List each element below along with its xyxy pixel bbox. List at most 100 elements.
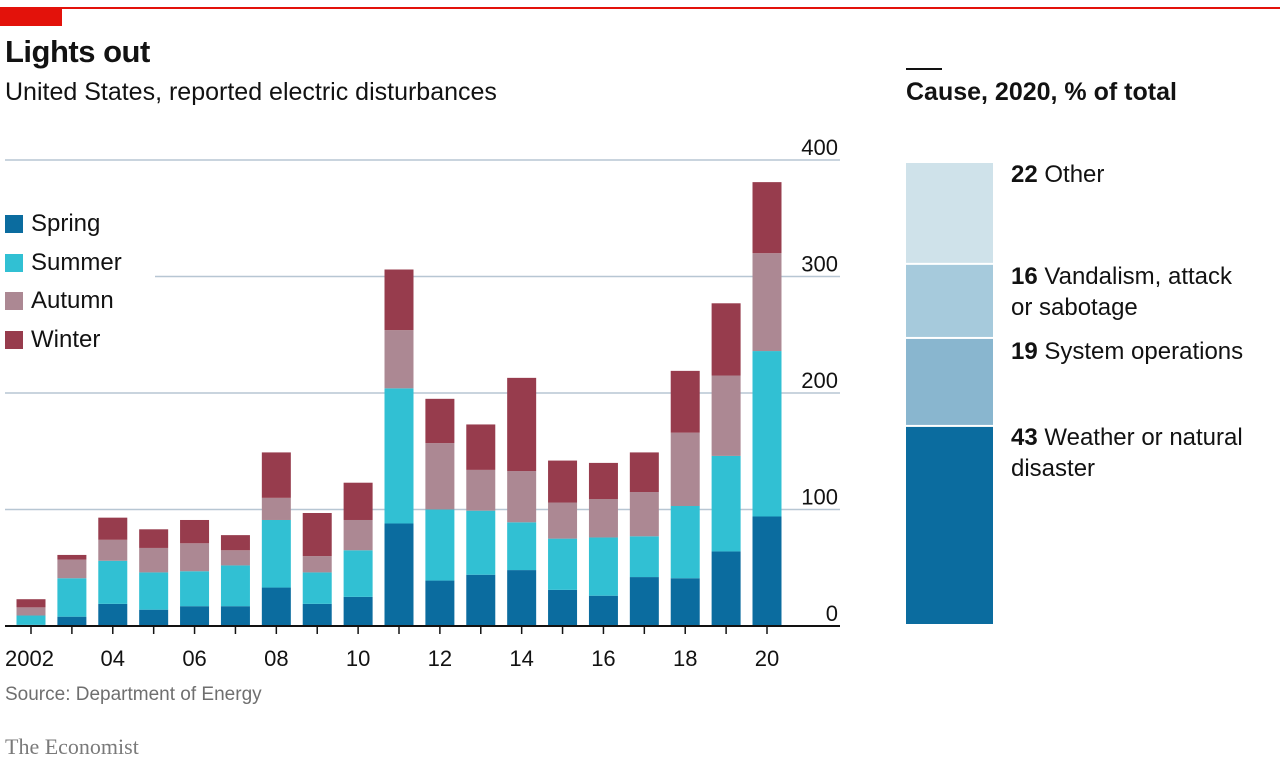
bar-segment-autumn-2007 bbox=[220, 550, 250, 566]
bar-segment-autumn-2010 bbox=[343, 519, 373, 551]
cause-label-vandalism: 16 Vandalism, attack or sabotage bbox=[1011, 261, 1241, 323]
cause-name: System operations bbox=[1044, 338, 1244, 365]
legend-label: Autumn bbox=[31, 287, 114, 315]
legend-label: Summer bbox=[31, 248, 122, 276]
bar-segment-autumn-2008 bbox=[261, 497, 291, 520]
cause-panel-title: Cause, 2020, % of total bbox=[906, 78, 1177, 106]
cause-value: 19 bbox=[1011, 338, 1038, 365]
legend-swatch-summer bbox=[5, 253, 23, 272]
bar-segment-summer-2018 bbox=[670, 506, 700, 579]
bar-segment-spring-2015 bbox=[548, 589, 578, 626]
legend-label: Spring bbox=[31, 210, 101, 238]
cause-name: Other bbox=[1044, 161, 1105, 188]
bar-segment-summer-2003 bbox=[57, 578, 87, 617]
legend: Spring Summer Autumn Winter bbox=[5, 205, 122, 359]
bar-segment-autumn-2014 bbox=[507, 471, 537, 523]
bar-segment-summer-2015 bbox=[548, 538, 578, 590]
cause-segment-other bbox=[906, 163, 993, 263]
bar-segment-summer-2004 bbox=[98, 560, 128, 604]
cause-label-system-operations: 19 System operations bbox=[1011, 336, 1271, 367]
bar-segment-summer-2010 bbox=[343, 550, 373, 597]
bar-segment-summer-2012 bbox=[425, 509, 455, 581]
bar-segment-spring-2010 bbox=[343, 596, 373, 626]
bar-segment-autumn-2016 bbox=[588, 499, 618, 538]
bar-segment-autumn-2011 bbox=[384, 330, 414, 389]
bar-segment-spring-2009 bbox=[302, 603, 332, 626]
brand-red-tag bbox=[0, 7, 62, 26]
panel-rule bbox=[906, 68, 942, 70]
bar-segment-spring-2013 bbox=[466, 574, 496, 626]
x-tick-label: 08 bbox=[264, 646, 288, 671]
cause-value: 43 bbox=[1011, 424, 1038, 451]
legend-swatch-autumn bbox=[5, 292, 23, 311]
legend-item-autumn: Autumn bbox=[5, 282, 122, 321]
bar-segment-autumn-2005 bbox=[139, 547, 169, 573]
bar-segment-autumn-2006 bbox=[180, 543, 210, 572]
bar-segment-winter-2012 bbox=[425, 398, 455, 444]
bar-segment-autumn-2003 bbox=[57, 559, 87, 579]
bar-segment-winter-2007 bbox=[220, 535, 250, 551]
bar-segment-autumn-2002 bbox=[16, 607, 46, 616]
bar-segment-spring-2008 bbox=[261, 587, 291, 626]
bar-segment-winter-2008 bbox=[261, 452, 291, 498]
top-accent-rule bbox=[0, 7, 1280, 9]
cause-name: Vandalism, attack or sabotage bbox=[1011, 263, 1233, 321]
x-tick-label: 14 bbox=[509, 646, 533, 671]
x-tick-label: 12 bbox=[428, 646, 452, 671]
cause-label-weather: 43 Weather or natural disaster bbox=[1011, 422, 1246, 484]
bar-segment-winter-2009 bbox=[302, 512, 332, 557]
bar-segment-winter-2020 bbox=[752, 182, 782, 254]
bar-segment-spring-2007 bbox=[220, 606, 250, 626]
x-tick-label: 04 bbox=[101, 646, 125, 671]
economist-logo: The Economist bbox=[5, 734, 139, 759]
bar-segment-summer-2005 bbox=[139, 572, 169, 610]
bar-segment-spring-2020 bbox=[752, 516, 782, 626]
cause-segment-vandalism bbox=[906, 264, 993, 337]
cause-name: Weather or natural disaster bbox=[1011, 424, 1243, 482]
bar-segment-spring-2005 bbox=[139, 609, 169, 626]
bar-segment-summer-2007 bbox=[220, 565, 250, 607]
cause-label-other: 22 Other bbox=[1011, 159, 1271, 190]
x-tick-label: 10 bbox=[346, 646, 370, 671]
bar-segment-winter-2013 bbox=[466, 424, 496, 470]
legend-item-winter: Winter bbox=[5, 321, 122, 360]
bar-segment-spring-2018 bbox=[670, 578, 700, 626]
chart-subtitle: United States, reported electric disturb… bbox=[5, 78, 497, 106]
bar-segment-summer-2016 bbox=[588, 537, 618, 596]
x-tick-label: 16 bbox=[591, 646, 615, 671]
y-tick-label: 0 bbox=[826, 601, 838, 626]
x-tick-label: 20 bbox=[755, 646, 779, 671]
bar-segment-autumn-2020 bbox=[752, 253, 782, 352]
bar-segment-summer-2013 bbox=[466, 510, 496, 575]
bar-segment-summer-2017 bbox=[629, 536, 659, 578]
legend-item-spring: Spring bbox=[5, 205, 122, 244]
bar-segment-winter-2004 bbox=[98, 517, 128, 540]
bar-segment-winter-2006 bbox=[180, 519, 210, 544]
bar-segment-summer-2008 bbox=[261, 519, 291, 588]
bar-segment-autumn-2015 bbox=[548, 502, 578, 539]
legend-item-summer: Summer bbox=[5, 244, 122, 283]
bar-segment-autumn-2018 bbox=[670, 432, 700, 507]
y-tick-label: 200 bbox=[801, 368, 838, 393]
legend-label: Winter bbox=[31, 325, 101, 353]
legend-swatch-spring bbox=[5, 215, 23, 234]
bar-segment-winter-2016 bbox=[588, 462, 618, 500]
bar-segment-summer-2009 bbox=[302, 572, 332, 604]
bar-segment-winter-2005 bbox=[139, 529, 169, 548]
legend-swatch-winter bbox=[5, 330, 23, 349]
bar-segment-winter-2015 bbox=[548, 460, 578, 503]
bar-segment-spring-2004 bbox=[98, 603, 128, 626]
bar-segment-spring-2003 bbox=[57, 616, 87, 626]
bar-segment-spring-2014 bbox=[507, 570, 537, 626]
chart-title: Lights out bbox=[5, 34, 150, 69]
bar-segment-autumn-2004 bbox=[98, 539, 128, 561]
bar-segment-summer-2006 bbox=[180, 571, 210, 607]
bar-segment-summer-2014 bbox=[507, 522, 537, 571]
y-tick-label: 400 bbox=[801, 135, 838, 160]
source-note: Source: Department of Energy bbox=[5, 684, 262, 705]
bar-segment-winter-2018 bbox=[670, 370, 700, 433]
bar-segment-winter-2002 bbox=[16, 599, 46, 608]
bar-segment-winter-2014 bbox=[507, 377, 537, 472]
cause-segment-weather bbox=[906, 426, 993, 624]
